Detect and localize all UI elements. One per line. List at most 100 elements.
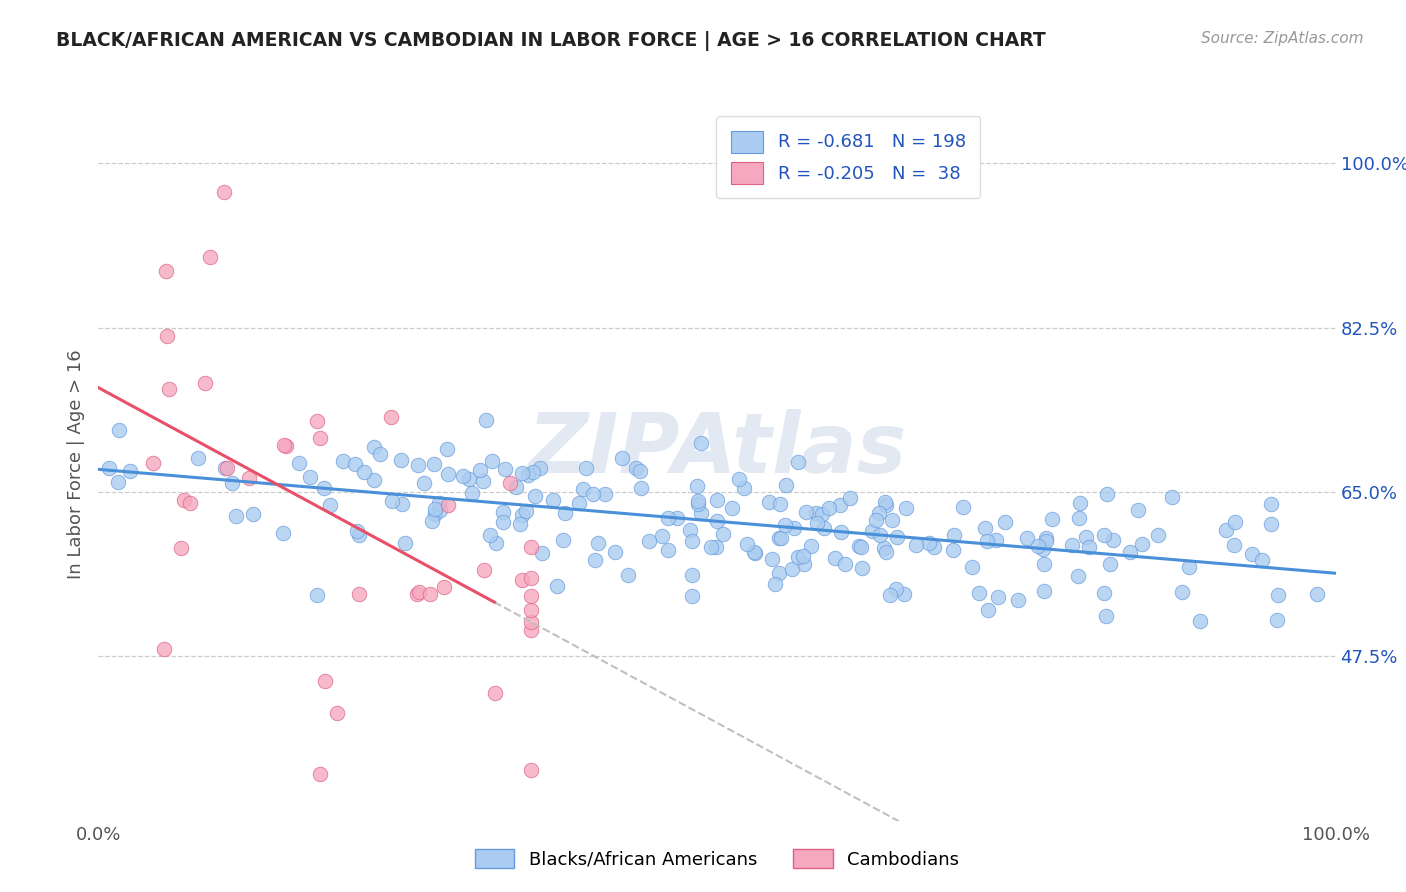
Point xyxy=(470,463,492,477)
Point xyxy=(420,514,443,528)
Point xyxy=(156,329,179,343)
Point xyxy=(510,574,533,588)
Point xyxy=(214,460,236,475)
Point xyxy=(423,502,446,516)
Point xyxy=(869,527,891,541)
Point xyxy=(984,533,1007,547)
Text: ZIPAtlas: ZIPAtlas xyxy=(527,409,907,490)
Point xyxy=(347,587,370,601)
Point xyxy=(1189,615,1212,629)
Point xyxy=(787,455,810,469)
Point xyxy=(666,511,689,525)
Point xyxy=(586,535,609,549)
Point xyxy=(520,623,543,637)
Point xyxy=(242,507,264,521)
Point xyxy=(882,513,904,527)
Point xyxy=(308,766,330,780)
Point xyxy=(472,563,495,577)
Point xyxy=(458,472,481,486)
Point xyxy=(1095,486,1118,500)
Point xyxy=(884,582,907,596)
Point xyxy=(412,476,434,491)
Point xyxy=(657,543,679,558)
Point xyxy=(593,487,616,501)
Point xyxy=(481,454,503,468)
Point xyxy=(800,539,823,553)
Point xyxy=(1250,553,1272,567)
Point xyxy=(1126,503,1149,517)
Point xyxy=(775,477,797,491)
Point xyxy=(436,498,458,512)
Point xyxy=(616,567,638,582)
Point xyxy=(865,513,887,527)
Point xyxy=(394,536,416,550)
Point xyxy=(686,479,709,493)
Point xyxy=(436,442,458,457)
Point xyxy=(824,551,846,566)
Point xyxy=(575,460,598,475)
Point xyxy=(142,457,165,471)
Point xyxy=(451,469,474,483)
Point xyxy=(583,552,606,566)
Point xyxy=(1026,539,1049,553)
Point xyxy=(433,580,456,594)
Point xyxy=(346,524,368,538)
Point xyxy=(499,476,522,491)
Point xyxy=(873,541,896,555)
Point xyxy=(704,540,727,554)
Point xyxy=(381,494,404,508)
Point xyxy=(520,615,543,630)
Point xyxy=(153,642,176,657)
Point xyxy=(969,586,991,600)
Point xyxy=(582,487,605,501)
Point xyxy=(1240,547,1263,561)
Point xyxy=(1017,531,1039,545)
Text: BLACK/AFRICAN AMERICAN VS CAMBODIAN IN LABOR FORCE | AGE > 16 CORRELATION CHART: BLACK/AFRICAN AMERICAN VS CAMBODIAN IN L… xyxy=(56,31,1046,51)
Point xyxy=(699,540,721,554)
Point xyxy=(107,475,129,489)
Point xyxy=(319,498,342,512)
Point xyxy=(1032,584,1054,599)
Point xyxy=(1035,534,1057,549)
Point xyxy=(893,587,915,601)
Point xyxy=(522,465,544,479)
Point xyxy=(212,185,235,199)
Point xyxy=(472,474,495,488)
Point xyxy=(271,525,294,540)
Point xyxy=(492,515,515,529)
Point xyxy=(952,500,974,514)
Point xyxy=(783,521,806,535)
Point xyxy=(610,450,633,465)
Point xyxy=(868,506,890,520)
Point xyxy=(363,473,385,487)
Point xyxy=(813,521,835,535)
Point xyxy=(761,551,783,566)
Point xyxy=(568,496,591,510)
Point xyxy=(406,587,429,601)
Point xyxy=(922,540,945,554)
Point xyxy=(960,560,983,574)
Point xyxy=(423,507,446,521)
Point xyxy=(510,466,533,480)
Point xyxy=(1306,587,1329,601)
Point xyxy=(200,250,222,264)
Point xyxy=(380,409,402,424)
Point xyxy=(638,534,661,549)
Point xyxy=(1069,510,1091,524)
Point xyxy=(681,533,703,548)
Point xyxy=(475,413,498,427)
Y-axis label: In Labor Force | Age > 16: In Labor Force | Age > 16 xyxy=(66,349,84,579)
Point xyxy=(309,431,332,445)
Point xyxy=(524,489,547,503)
Text: Source: ZipAtlas.com: Source: ZipAtlas.com xyxy=(1201,31,1364,46)
Point xyxy=(1060,538,1083,552)
Point xyxy=(733,481,755,495)
Point xyxy=(273,438,295,452)
Point xyxy=(1160,490,1182,504)
Point xyxy=(828,499,851,513)
Point xyxy=(408,458,430,472)
Point xyxy=(786,549,808,564)
Point xyxy=(686,493,709,508)
Point xyxy=(307,588,329,602)
Point xyxy=(773,518,796,533)
